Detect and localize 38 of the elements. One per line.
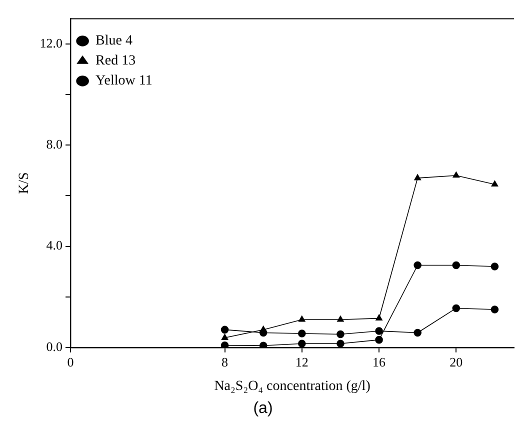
point (375, 327, 383, 335)
x-tick-label: 20 (450, 354, 463, 370)
point (375, 336, 383, 344)
x-tick-label: 0 (67, 354, 74, 370)
point (298, 340, 306, 348)
point (414, 261, 422, 270)
point (414, 328, 422, 337)
point (336, 340, 344, 348)
x-tick-label: 16 (372, 354, 386, 370)
point (298, 316, 306, 322)
x-tick-label: 12 (295, 354, 308, 370)
point (414, 174, 422, 180)
point (336, 330, 344, 338)
legend-label: Blue 4 (96, 34, 133, 49)
text: (a) (253, 400, 273, 417)
point (220, 341, 229, 348)
x-tick-label: 8 (222, 354, 228, 370)
legend-label: Red 13 (96, 54, 136, 69)
y-tick-label: 4.0 (46, 238, 63, 253)
point (491, 180, 498, 187)
point (452, 261, 460, 270)
point (260, 326, 267, 332)
point (337, 316, 344, 322)
point (259, 342, 268, 348)
y-axis-title: K/S (17, 172, 32, 194)
x-axis-title: Na₂S₂O₄ concentration (g/l) (214, 379, 371, 394)
y-tick-label: 12.0 (40, 36, 63, 50)
point (220, 326, 229, 334)
point (221, 334, 228, 340)
y-tick-label: 8.0 (46, 136, 63, 152)
point (376, 314, 382, 320)
point (490, 306, 499, 314)
point (298, 330, 306, 338)
point (452, 172, 460, 178)
point (490, 262, 499, 270)
legend-label: Yellow 11 (96, 74, 152, 89)
point (452, 304, 460, 312)
y-tick-label: 0.0 (46, 338, 63, 354)
